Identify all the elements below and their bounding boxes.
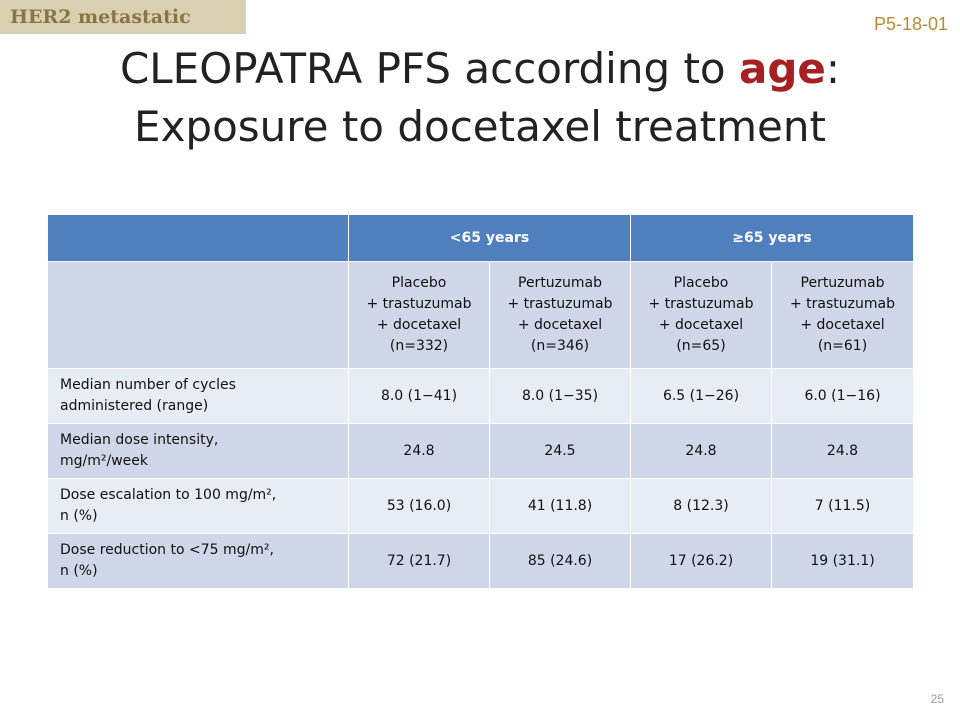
arm-line: (n=332) (389, 338, 449, 354)
table-row: Dose reduction to <75 mg/m², n (%) 72 (2… (47, 533, 914, 589)
table-row: Median dose intensity, mg/m²/week 24.8 2… (47, 423, 914, 479)
table-cell: 8.0 (1−35) (489, 368, 631, 424)
table-cell: 7 (11.5) (771, 478, 914, 534)
row-label-line: mg/m²/week (60, 453, 148, 469)
table-cell: 24.5 (489, 423, 631, 479)
slide-title: CLEOPATRA PFS according to age: Exposure… (0, 40, 960, 156)
header-empty (47, 214, 349, 262)
row-label-line: Dose escalation to 100 mg/m², (60, 487, 277, 503)
table-cell: 6.0 (1−16) (771, 368, 914, 424)
row-label: Median number of cycles administered (ra… (47, 368, 349, 424)
exposure-table: <65 years ≥65 years Placebo + trastuzuma… (47, 214, 914, 589)
arm-line: (n=65) (676, 338, 726, 354)
arm-line: + docetaxel (376, 317, 462, 333)
page-number: 25 (930, 692, 944, 706)
group-header-row: <65 years ≥65 years (47, 214, 914, 262)
arm-header: Placebo + trastuzumab + docetaxel (n=332… (348, 261, 490, 369)
title-accent: age (738, 44, 826, 93)
table-cell: 19 (31.1) (771, 533, 914, 589)
arm-line: Pertuzumab (518, 275, 602, 291)
arm-line: + trastuzumab (366, 296, 472, 312)
row-label-line: Median number of cycles (60, 377, 236, 393)
arm-line: Placebo (391, 275, 447, 291)
abstract-code: P5-18-01 (873, 14, 948, 34)
title-line-2: Exposure to docetaxel treatment (134, 102, 826, 151)
arm-line: Placebo (673, 275, 729, 291)
row-label: Dose escalation to 100 mg/m², n (%) (47, 478, 349, 534)
table-cell: 72 (21.7) (348, 533, 490, 589)
row-label-line: n (%) (60, 563, 98, 579)
arm-line: + trastuzumab (790, 296, 895, 312)
arm-header: Placebo + trastuzumab + docetaxel (n=65) (630, 261, 772, 369)
arm-header-empty (47, 261, 349, 369)
arm-header-row: Placebo + trastuzumab + docetaxel (n=332… (47, 261, 914, 369)
table-cell: 41 (11.8) (489, 478, 631, 534)
row-label-line: Median dose intensity, (60, 432, 219, 448)
header-65-plus: ≥65 years (630, 214, 914, 262)
row-label-line: n (%) (60, 508, 98, 524)
arm-line: + docetaxel (517, 317, 603, 333)
arm-line: (n=346) (530, 338, 590, 354)
title-colon: : (825, 44, 841, 93)
table-cell: 53 (16.0) (348, 478, 490, 534)
table-cell: 85 (24.6) (489, 533, 631, 589)
table-cell: 6.5 (1−26) (630, 368, 772, 424)
arm-line: Pertuzumab (800, 275, 885, 291)
arm-line: (n=61) (817, 338, 868, 354)
table-cell: 8 (12.3) (630, 478, 772, 534)
table-cell: 24.8 (348, 423, 490, 479)
category-tag: HER2 metastatic (0, 0, 246, 34)
table-cell: 8.0 (1−41) (348, 368, 490, 424)
arm-line: + docetaxel (800, 317, 885, 333)
row-label: Median dose intensity, mg/m²/week (47, 423, 349, 479)
row-label-line: Dose reduction to <75 mg/m², (60, 542, 274, 558)
arm-line: + trastuzumab (507, 296, 613, 312)
row-label-line: administered (range) (60, 398, 209, 414)
arm-line: + trastuzumab (648, 296, 754, 312)
table-row: Dose escalation to 100 mg/m², n (%) 53 (… (47, 478, 914, 534)
table-cell: 24.8 (630, 423, 772, 479)
table-row: Median number of cycles administered (ra… (47, 368, 914, 424)
header-under-65: <65 years (348, 214, 631, 262)
row-label: Dose reduction to <75 mg/m², n (%) (47, 533, 349, 589)
arm-header: Pertuzumab + trastuzumab + docetaxel (n=… (771, 261, 914, 369)
title-text: CLEOPATRA PFS according to (119, 44, 739, 93)
table-cell: 17 (26.2) (630, 533, 772, 589)
table-cell: 24.8 (771, 423, 914, 479)
arm-header: Pertuzumab + trastuzumab + docetaxel (n=… (489, 261, 631, 369)
title-line-1: CLEOPATRA PFS according to age: (0, 40, 960, 98)
arm-line: + docetaxel (658, 317, 744, 333)
